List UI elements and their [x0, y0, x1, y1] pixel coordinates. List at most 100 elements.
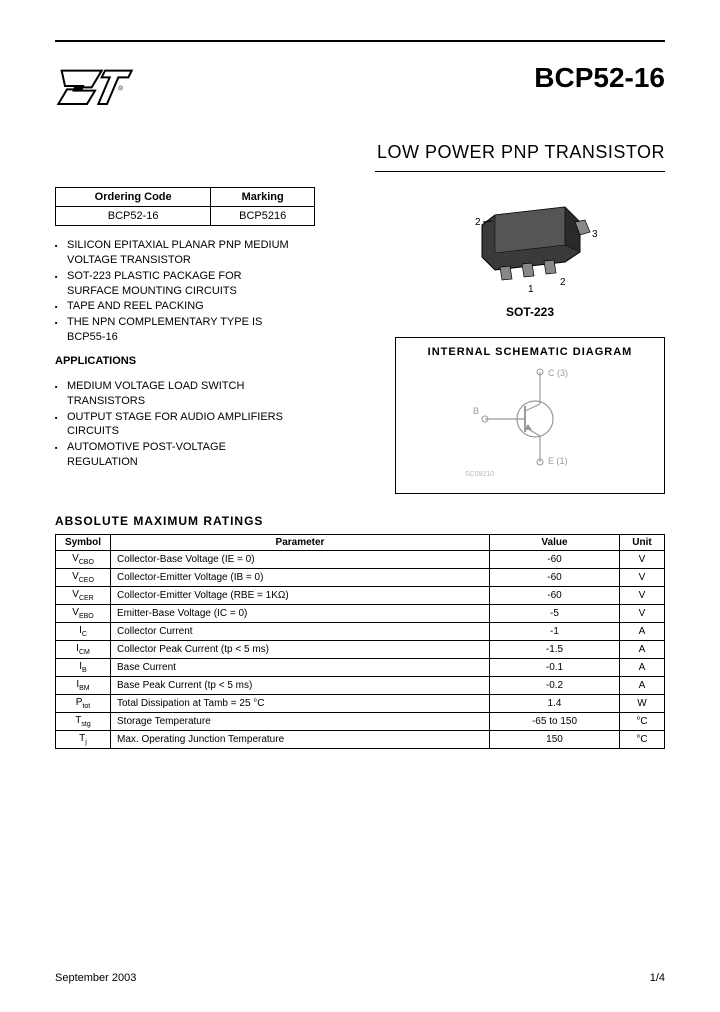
svg-text:E (1): E (1): [548, 456, 568, 466]
marking-header: Marking: [211, 188, 315, 207]
ratings-unit: A: [620, 677, 665, 695]
svg-text:SC09210: SC09210: [465, 471, 494, 478]
footer-date: September 2003: [55, 972, 136, 984]
application-item: AUTOMOTIVE POST-VOLTAGEREGULATION: [55, 440, 365, 470]
ratings-value: -5: [490, 605, 620, 623]
ratings-unit: V: [620, 551, 665, 569]
feature-item: TAPE AND REEL PACKING: [55, 299, 365, 314]
svg-text:1: 1: [528, 284, 534, 292]
ratings-value: -60: [490, 569, 620, 587]
ratings-symbol: VCER: [56, 587, 111, 605]
svg-text:3: 3: [592, 229, 598, 240]
ratings-unit: V: [620, 587, 665, 605]
ratings-param: Total Dissipation at Tamb = 25 °C: [111, 695, 490, 713]
ratings-value: -1.5: [490, 641, 620, 659]
ratings-symbol: Tstg: [56, 713, 111, 731]
ratings-symbol: ICM: [56, 641, 111, 659]
ratings-row: VCERCollector-Emitter Voltage (RBE = 1KΩ…: [56, 587, 665, 605]
package-label: SOT-223: [395, 305, 665, 319]
ratings-row: ICCollector Current-1A: [56, 623, 665, 641]
ratings-param: Storage Temperature: [111, 713, 490, 731]
ratings-row: TjMax. Operating Junction Temperature150…: [56, 731, 665, 749]
ratings-value: 150: [490, 731, 620, 749]
ratings-unit: °C: [620, 731, 665, 749]
ratings-header-value: Value: [490, 535, 620, 551]
ordering-header: Ordering Code: [56, 188, 211, 207]
product-subtitle: LOW POWER PNP TRANSISTOR: [55, 142, 665, 163]
ratings-unit: V: [620, 569, 665, 587]
ratings-unit: V: [620, 605, 665, 623]
ratings-row: IBBase Current-0.1A: [56, 659, 665, 677]
ratings-row: PtotTotal Dissipation at Tamb = 25 °C1.4…: [56, 695, 665, 713]
ratings-unit: °C: [620, 713, 665, 731]
ratings-header-unit: Unit: [620, 535, 665, 551]
ratings-header-symbol: Symbol: [56, 535, 111, 551]
package-diagram: 2 1 2 3 SOT-223: [395, 197, 665, 319]
applications-list: MEDIUM VOLTAGE LOAD SWITCHTRANSISTORS OU…: [55, 379, 365, 470]
st-logo: ®: [55, 54, 135, 114]
ratings-row: VCEOCollector-Emitter Voltage (IB = 0)-6…: [56, 569, 665, 587]
ratings-body: VCBOCollector-Base Voltage (IE = 0)-60VV…: [56, 551, 665, 749]
applications-heading: APPLICATIONS: [55, 355, 365, 367]
footer: September 2003 1/4: [55, 972, 665, 984]
left-column: Ordering Code Marking BCP52-16 BCP5216 S…: [55, 187, 365, 494]
part-number: BCP52-16: [534, 62, 665, 94]
ratings-row: VEBOEmitter-Base Voltage (IC = 0)-5V: [56, 605, 665, 623]
ratings-row: ICMCollector Peak Current (tp < 5 ms)-1.…: [56, 641, 665, 659]
ratings-param: Base Current: [111, 659, 490, 677]
ratings-symbol: VCEO: [56, 569, 111, 587]
feature-list: SILICON EPITAXIAL PLANAR PNP MEDIUMVOLTA…: [55, 238, 365, 345]
svg-text:2: 2: [475, 217, 481, 228]
content-columns: Ordering Code Marking BCP52-16 BCP5216 S…: [55, 187, 665, 494]
svg-text:®: ®: [118, 86, 123, 93]
subtitle-rule: [375, 171, 665, 172]
marking-value: BCP5216: [211, 207, 315, 226]
ordering-value: BCP52-16: [56, 207, 211, 226]
application-item: OUTPUT STAGE FOR AUDIO AMPLIFIERSCIRCUIT…: [55, 410, 365, 440]
ratings-row: TstgStorage Temperature-65 to 150°C: [56, 713, 665, 731]
ratings-symbol: IB: [56, 659, 111, 677]
ordering-table: Ordering Code Marking BCP52-16 BCP5216: [55, 187, 315, 226]
ratings-symbol: VCBO: [56, 551, 111, 569]
ratings-symbol: Ptot: [56, 695, 111, 713]
feature-item: SILICON EPITAXIAL PLANAR PNP MEDIUMVOLTA…: [55, 238, 365, 268]
ratings-table: Symbol Parameter Value Unit VCBOCollecto…: [55, 534, 665, 749]
ratings-header-parameter: Parameter: [111, 535, 490, 551]
ratings-symbol: IBM: [56, 677, 111, 695]
ratings-param: Collector-Base Voltage (IE = 0): [111, 551, 490, 569]
schematic-title: INTERNAL SCHEMATIC DIAGRAM: [406, 346, 654, 358]
right-column: 2 1 2 3 SOT-223 INTERNAL SCHEMATIC DIAGR…: [385, 187, 665, 494]
ratings-value: -0.2: [490, 677, 620, 695]
ratings-heading: ABSOLUTE MAXIMUM RATINGS: [55, 514, 665, 528]
header-row: ® BCP52-16: [55, 54, 665, 114]
schematic-box: INTERNAL SCHEMATIC DIAGRAM C (3) B E (1)…: [395, 337, 665, 494]
ratings-param: Collector-Emitter Voltage (RBE = 1KΩ): [111, 587, 490, 605]
ratings-symbol: VEBO: [56, 605, 111, 623]
ratings-value: -65 to 150: [490, 713, 620, 731]
ratings-row: IBMBase Peak Current (tp < 5 ms)-0.2A: [56, 677, 665, 695]
feature-item: THE NPN COMPLEMENTARY TYPE ISBCP55-16: [55, 315, 365, 345]
ratings-param: Collector Peak Current (tp < 5 ms): [111, 641, 490, 659]
ratings-unit: A: [620, 659, 665, 677]
ratings-row: VCBOCollector-Base Voltage (IE = 0)-60V: [56, 551, 665, 569]
ratings-param: Base Peak Current (tp < 5 ms): [111, 677, 490, 695]
ratings-value: -60: [490, 551, 620, 569]
ratings-unit: A: [620, 623, 665, 641]
ratings-unit: A: [620, 641, 665, 659]
ratings-param: Collector Current: [111, 623, 490, 641]
application-item: MEDIUM VOLTAGE LOAD SWITCHTRANSISTORS: [55, 379, 365, 409]
ratings-value: -0.1: [490, 659, 620, 677]
ratings-param: Max. Operating Junction Temperature: [111, 731, 490, 749]
ratings-unit: W: [620, 695, 665, 713]
feature-item: SOT-223 PLASTIC PACKAGE FORSURFACE MOUNT…: [55, 269, 365, 299]
ratings-symbol: IC: [56, 623, 111, 641]
svg-text:C (3): C (3): [548, 368, 568, 378]
footer-page: 1/4: [650, 972, 665, 984]
top-rule: [55, 40, 665, 42]
ratings-value: -60: [490, 587, 620, 605]
svg-text:2: 2: [560, 277, 566, 288]
ratings-param: Collector-Emitter Voltage (IB = 0): [111, 569, 490, 587]
svg-text:B: B: [473, 406, 479, 416]
ratings-param: Emitter-Base Voltage (IC = 0): [111, 605, 490, 623]
ratings-value: -1: [490, 623, 620, 641]
